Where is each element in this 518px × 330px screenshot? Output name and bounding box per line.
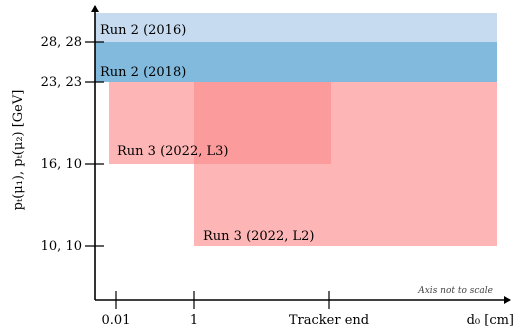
y-tick-label-28: 28, 28: [41, 35, 82, 50]
y-tick-label-23: 23, 23: [41, 75, 82, 90]
region-label-run2-2018: Run 2 (2018): [100, 65, 186, 80]
region-run2-2016: [95, 13, 497, 42]
region-label-run3-l3: Run 3 (2022, L3): [117, 144, 228, 159]
y-axis-label: pₜ(μ₁), pₜ(μ₂) [GeV]: [11, 90, 26, 211]
y-tick-label-16: 16, 10: [41, 157, 82, 172]
region-run3-l2: [194, 82, 497, 246]
x-tick-label-tracker-end: Tracker end: [289, 313, 369, 328]
x-tick-label-1: 1: [190, 313, 198, 328]
region-label-run3-l2: Run 3 (2022, L2): [203, 229, 314, 244]
y-tick-label-10: 10, 10: [41, 239, 82, 254]
region-label-run2-2016: Run 2 (2016): [100, 23, 186, 38]
x-tick-label-0.01: 0.01: [102, 313, 131, 328]
x-axis-label: d₀ [cm]: [467, 313, 514, 328]
axis-note: Axis not to scale: [417, 286, 493, 296]
region-run2-2018: [95, 42, 497, 82]
